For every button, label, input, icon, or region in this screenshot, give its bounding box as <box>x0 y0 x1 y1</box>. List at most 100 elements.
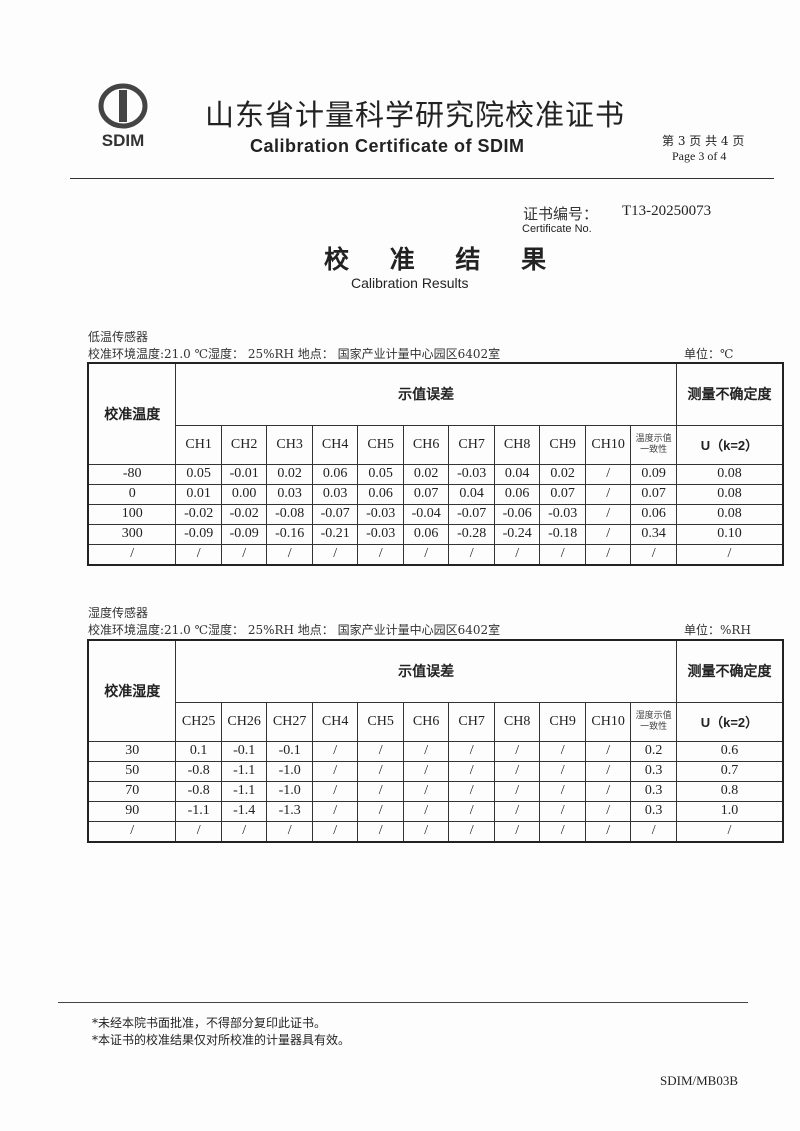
table-cell: / <box>357 820 404 842</box>
table-cell: / <box>493 780 541 802</box>
results-table: 校准湿度 示值误差 测量不确定度 CH25 CH26 CH27 CH4 CH5 CH6 CH… <box>87 639 784 843</box>
uncertainty-k-header: U（k=2） <box>675 424 784 465</box>
table-cell: -1.0 <box>266 760 313 782</box>
table-cell: -1.1 <box>220 780 268 802</box>
table-cell: / <box>402 543 450 565</box>
table-cell: -0.18 <box>539 523 586 545</box>
error-group-header: 示值误差 <box>175 362 677 426</box>
table-cell: -0.03 <box>539 503 586 525</box>
table-cell: / <box>584 740 632 762</box>
table-cell: 0.03 <box>311 483 359 505</box>
table-cell: / <box>311 820 359 842</box>
channel-header: CH5 <box>357 424 404 465</box>
table-cell: / <box>402 760 450 782</box>
table-row: / / / / / / / / / / / / / <box>87 543 784 565</box>
table-cell: / <box>220 543 268 565</box>
consistency-header: 湿度示值一致性 <box>630 701 677 742</box>
results-title-en: Calibration Results <box>351 275 469 291</box>
consistency-header: 温度示值一致性 <box>630 424 677 465</box>
channel-header: CH10 <box>584 424 632 465</box>
channel-header: CH9 <box>539 701 586 742</box>
header-divider <box>70 178 774 179</box>
table-cell: 70 <box>87 780 177 802</box>
table-cell: -0.04 <box>402 503 450 525</box>
table-cell: 90 <box>87 800 177 822</box>
table-cell: 0.3 <box>630 760 677 782</box>
table-cell: / <box>493 740 541 762</box>
table-cell: / <box>584 760 632 782</box>
page-number-en: Page 3 of 4 <box>672 149 727 163</box>
channel-header: CH6 <box>402 701 450 742</box>
form-code: SDIM/MB03B <box>660 1073 739 1088</box>
table-cell: / <box>584 800 632 822</box>
table-cell: -0.09 <box>175 523 222 545</box>
table-cell: / <box>584 523 632 545</box>
first-column-header: 校准湿度 <box>87 639 177 742</box>
table-cell: 0.10 <box>675 523 784 545</box>
table-cell: -0.03 <box>448 463 495 485</box>
table-cell: 30 <box>87 740 177 762</box>
table-cell: -1.0 <box>266 780 313 802</box>
table-cell: 0.08 <box>675 463 784 485</box>
table-cell: / <box>539 760 586 782</box>
table-cell: -80 <box>87 463 177 485</box>
uncertainty-k-header: U（k=2） <box>675 701 784 742</box>
table-cell: / <box>448 740 495 762</box>
table-cell: / <box>311 780 359 802</box>
table-cell: 0.06 <box>311 463 359 485</box>
table-cell: 0.08 <box>675 503 784 525</box>
table-cell: / <box>675 543 784 565</box>
table-cell: 0.7 <box>675 760 784 782</box>
table-cell: -0.07 <box>311 503 359 525</box>
table-cell: 0.03 <box>266 483 313 505</box>
table-row: -80 0.05 -0.01 0.02 0.06 0.05 0.02 -0.03 0.04 0.0… <box>87 463 784 485</box>
channel-header: CH3 <box>266 424 313 465</box>
table-cell: / <box>584 820 632 842</box>
channel-header: CH27 <box>266 701 313 742</box>
table-cell: 0.09 <box>630 463 677 485</box>
uncertainty-header: 测量不确定度 <box>675 362 784 426</box>
channel-header: CH8 <box>493 701 541 742</box>
table-cell: -0.03 <box>357 523 404 545</box>
sdim-logo: SDIM <box>98 83 148 150</box>
results-table: 校准温度 示值误差 测量不确定度 CH1 CH2 CH3 CH4 CH5 CH6 CH7 CH… <box>87 362 784 566</box>
table-cell: -0.01 <box>220 463 268 485</box>
svg-text:SDIM: SDIM <box>102 131 145 150</box>
footer-note: *本证书的校准结果仅对所校准的计量器具有效。 <box>92 1033 351 1047</box>
table-cell: -1.3 <box>266 800 313 822</box>
table-cell: 0.05 <box>175 463 222 485</box>
table-cell: / <box>175 820 222 842</box>
table-cell: / <box>311 543 359 565</box>
channel-header: CH8 <box>493 424 541 465</box>
table-cell: / <box>87 543 177 565</box>
certificate-no-label: 证书编号： <box>523 205 599 223</box>
table-row: 300 -0.09 -0.09 -0.16 -0.21 -0.03 0.06 -0.28 -0.… <box>87 523 784 545</box>
table-row: 50 -0.8 -1.1 -1.0// / / / //0.3 0.7 <box>87 760 784 782</box>
channel-header: CH7 <box>448 701 495 742</box>
table-cell: 0.06 <box>402 523 450 545</box>
table-cell: 0.06 <box>630 503 677 525</box>
certificate-no: T13-20250073 <box>622 203 712 219</box>
table-cell: / <box>357 543 404 565</box>
page-number-cn: 第 3 页 共 4 页 <box>662 134 745 148</box>
table-cell: / <box>357 740 404 762</box>
uncertainty-header: 测量不确定度 <box>675 639 784 703</box>
table-cell: 0.6 <box>675 740 784 762</box>
table-cell: 0.34 <box>630 523 677 545</box>
table-cell: 0.00 <box>220 483 268 505</box>
table-cell: / <box>357 800 404 822</box>
table-cell: / <box>584 543 632 565</box>
table-cell: 0.06 <box>493 483 541 505</box>
table-cell: -0.09 <box>220 523 268 545</box>
table-cell: / <box>448 800 495 822</box>
table-cell: -0.8 <box>175 760 222 782</box>
first-column-header: 校准温度 <box>87 362 177 465</box>
footer-divider <box>58 1002 748 1003</box>
channel-header: CH6 <box>402 424 450 465</box>
table-cell: -0.24 <box>493 523 541 545</box>
channel-header: CH4 <box>311 424 359 465</box>
table-cell: 300 <box>87 523 177 545</box>
table-cell: 0.02 <box>402 463 450 485</box>
table-cell: / <box>266 543 313 565</box>
table-cell: -0.02 <box>220 503 268 525</box>
